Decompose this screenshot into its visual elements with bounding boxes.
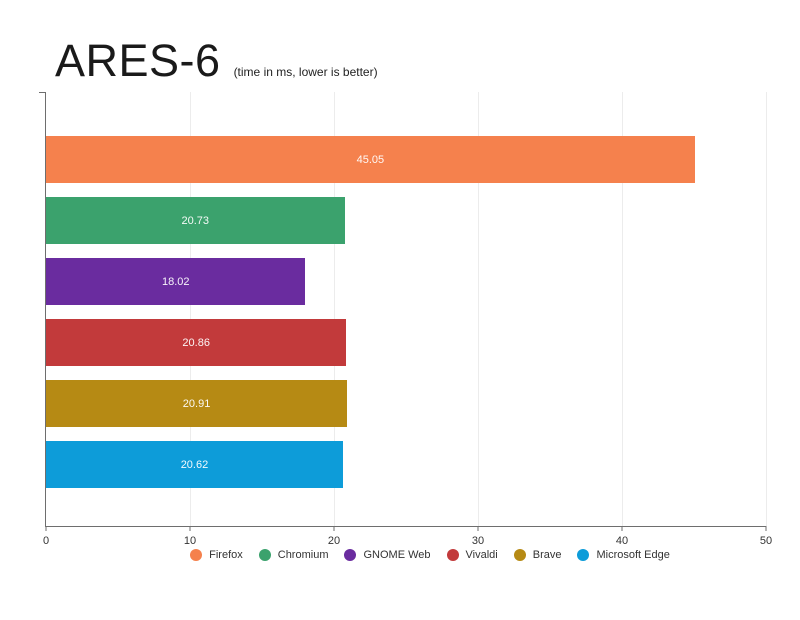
grid-line-10 (190, 92, 191, 526)
plot-area: 45.05 20.73 18.02 20.86 20.91 20.62 0 10 20 30 40 5… (39, 92, 772, 547)
chart-title: ARES-6 (55, 35, 221, 86)
bar-chromium: 20.73 (46, 197, 345, 244)
x-axis-tick-label-50: 50 (759, 535, 773, 547)
legend-dot-firefox (190, 549, 203, 561)
legend-label-brave: Brave (532, 549, 562, 561)
legend-item-microsoft-edge: Microsoft Edge (577, 549, 670, 561)
bar-value-label-chromium: 20.73 (181, 214, 210, 227)
grid-line-50 (766, 92, 767, 526)
bar-value-label-brave: 20.91 (182, 397, 211, 410)
legend-item-chromium: Chromium (258, 549, 329, 561)
legend-item-vivaldi: Vivaldi (446, 549, 498, 561)
x-axis-tick-label-40: 40 (615, 535, 629, 547)
bar-brave: 20.91 (46, 380, 348, 427)
legend-item-firefox: Firefox (190, 549, 243, 561)
grid-line-30 (478, 92, 479, 526)
legend-item-gnome-web: GNOME Web (344, 549, 431, 561)
bar-firefox: 45.05 (46, 136, 695, 183)
bar-microsoft-edge: 20.62 (46, 441, 343, 488)
legend: Firefox Chromium GNOME Web Vivaldi Brave Micr… (60, 549, 800, 561)
legend-item-brave: Brave (513, 549, 562, 561)
x-axis-tick-label-20: 20 (327, 535, 341, 547)
legend-label-firefox: Firefox (209, 549, 243, 561)
grid-line-40 (622, 92, 623, 526)
chart-subtitle: (time in ms, lower is better) (233, 65, 378, 79)
legend-label-chromium: Chromium (277, 549, 329, 561)
legend-label-gnome-web: GNOME Web (363, 549, 431, 561)
x-axis-tick-30 (477, 526, 479, 531)
legend-dot-vivaldi (446, 549, 459, 561)
x-axis-tick-40 (621, 526, 623, 531)
x-axis-tick-label-30: 30 (471, 535, 485, 547)
bar-gnome-web: 18.02 (46, 258, 306, 305)
legend-dot-brave (513, 549, 526, 561)
legend-dot-microsoft-edge (577, 549, 590, 561)
x-axis-tick-50 (765, 526, 767, 531)
legend-dot-chromium (258, 549, 271, 561)
x-axis-tick-label-0: 0 (42, 535, 50, 547)
grid-line-20 (334, 92, 335, 526)
legend-label-vivaldi: Vivaldi (465, 549, 498, 561)
bar-value-label-vivaldi: 20.86 (182, 336, 210, 349)
legend-label-microsoft-edge: Microsoft Edge (596, 549, 670, 561)
x-axis-tick-0 (45, 526, 47, 531)
chart-header: ARES-6 (time in ms, lower is better) (55, 38, 378, 83)
bar-vivaldi: 20.86 (46, 319, 347, 366)
y-axis-top-tick (39, 92, 46, 93)
legend-dot-gnome-web (344, 549, 357, 561)
bar-value-label-microsoft-edge: 20.62 (180, 458, 209, 471)
x-axis-tick-20 (333, 526, 335, 531)
x-axis-tick-10 (189, 526, 191, 531)
x-axis-tick-label-10: 10 (183, 535, 197, 547)
bar-value-label-gnome-web: 18.02 (161, 275, 190, 288)
bar-value-label-firefox: 45.05 (356, 153, 385, 166)
